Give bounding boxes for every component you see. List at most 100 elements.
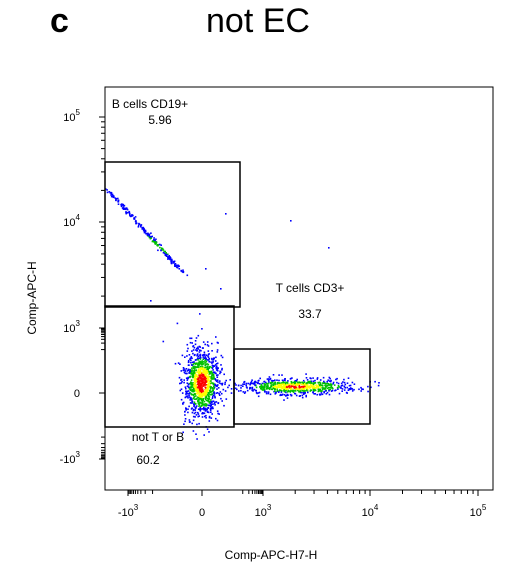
event-dot (329, 383, 331, 386)
event-dot (303, 384, 306, 386)
event-dot (167, 256, 169, 258)
event-dot (271, 381, 274, 384)
event-dot (361, 388, 363, 390)
event-dot (125, 211, 127, 214)
event-dot (194, 353, 196, 356)
event-dot (205, 414, 207, 417)
event-dot (156, 243, 159, 246)
event-dot (313, 382, 316, 384)
event-dot (201, 416, 204, 418)
event-dot (180, 382, 183, 384)
event-dot (318, 389, 320, 391)
event-dot (133, 217, 135, 219)
event-dot (322, 376, 325, 379)
event-dot (224, 381, 226, 384)
event-dot (191, 389, 194, 391)
event-dot (162, 249, 165, 251)
event-dot (256, 382, 259, 384)
event-dot (302, 388, 304, 391)
event-dot (204, 360, 206, 362)
event-dot (201, 412, 203, 415)
event-dot (203, 357, 205, 360)
event-dot (193, 395, 196, 398)
event-dot (205, 409, 207, 411)
event-dot (294, 390, 297, 392)
event-dot (198, 377, 200, 380)
event-dot (261, 382, 264, 385)
event-dot (349, 387, 352, 389)
event-dot (161, 247, 164, 250)
event-dot (208, 420, 211, 422)
event-dot (196, 386, 199, 389)
event-dot (216, 349, 219, 351)
event-dot (257, 392, 260, 394)
event-dot (178, 265, 180, 267)
event-dot (198, 376, 201, 378)
event-dot (209, 385, 212, 388)
event-dot (195, 359, 197, 361)
x-axis-label: Comp-APC-H7-H (224, 548, 318, 562)
event-dot (276, 381, 279, 384)
event-dot (295, 388, 297, 391)
event-dot (205, 360, 208, 363)
event-dot (125, 212, 127, 215)
event-dot (213, 387, 215, 390)
event-dot (234, 387, 237, 390)
event-dot (215, 368, 218, 370)
event-dot (299, 395, 301, 397)
event-dot (319, 389, 321, 391)
event-dot (194, 411, 197, 414)
event-dot (201, 379, 203, 382)
event-dot (195, 388, 198, 390)
event-dot (250, 382, 253, 385)
event-dot (269, 382, 272, 385)
event-dot (171, 259, 173, 262)
event-dot (251, 386, 254, 389)
event-dot (209, 393, 211, 396)
event-dot (175, 264, 178, 267)
gate-percent-label: 33.7 (298, 307, 322, 321)
event-dot (131, 214, 133, 216)
event-dot (191, 411, 194, 414)
event-dot (204, 391, 206, 393)
event-dot (199, 372, 202, 374)
event-dot (193, 393, 195, 396)
event-dot (266, 384, 269, 387)
event-dot (370, 386, 372, 389)
event-dot (207, 369, 209, 371)
event-dot (199, 397, 201, 400)
event-dot (211, 375, 213, 377)
event-dot (301, 381, 303, 384)
event-dot (258, 379, 260, 382)
event-dot (189, 341, 192, 344)
event-dot (287, 380, 289, 382)
event-dot (200, 378, 202, 380)
event-dot (186, 350, 189, 352)
event-dot (211, 357, 213, 360)
event-dot (111, 193, 114, 196)
event-dot (197, 400, 199, 403)
event-dot (243, 380, 246, 383)
event-dot (283, 383, 285, 385)
event-dot (187, 361, 190, 363)
event-dot (324, 382, 326, 385)
event-dot (217, 342, 219, 344)
event-dot (106, 189, 108, 191)
event-dot (198, 360, 201, 363)
event-dot (249, 383, 251, 385)
event-dot (299, 390, 302, 392)
event-dot (137, 224, 140, 227)
event-dot (202, 399, 205, 401)
event-dot (206, 385, 209, 387)
event-dot (269, 386, 272, 389)
event-dot (204, 343, 206, 346)
event-dot (199, 386, 201, 389)
event-dot (216, 367, 218, 369)
event-dot (207, 395, 210, 398)
event-dot (167, 253, 169, 256)
event-dot (176, 266, 179, 269)
event-dot (278, 379, 280, 382)
event-dot (211, 407, 213, 410)
event-dot (194, 362, 197, 365)
event-dot (212, 407, 214, 410)
